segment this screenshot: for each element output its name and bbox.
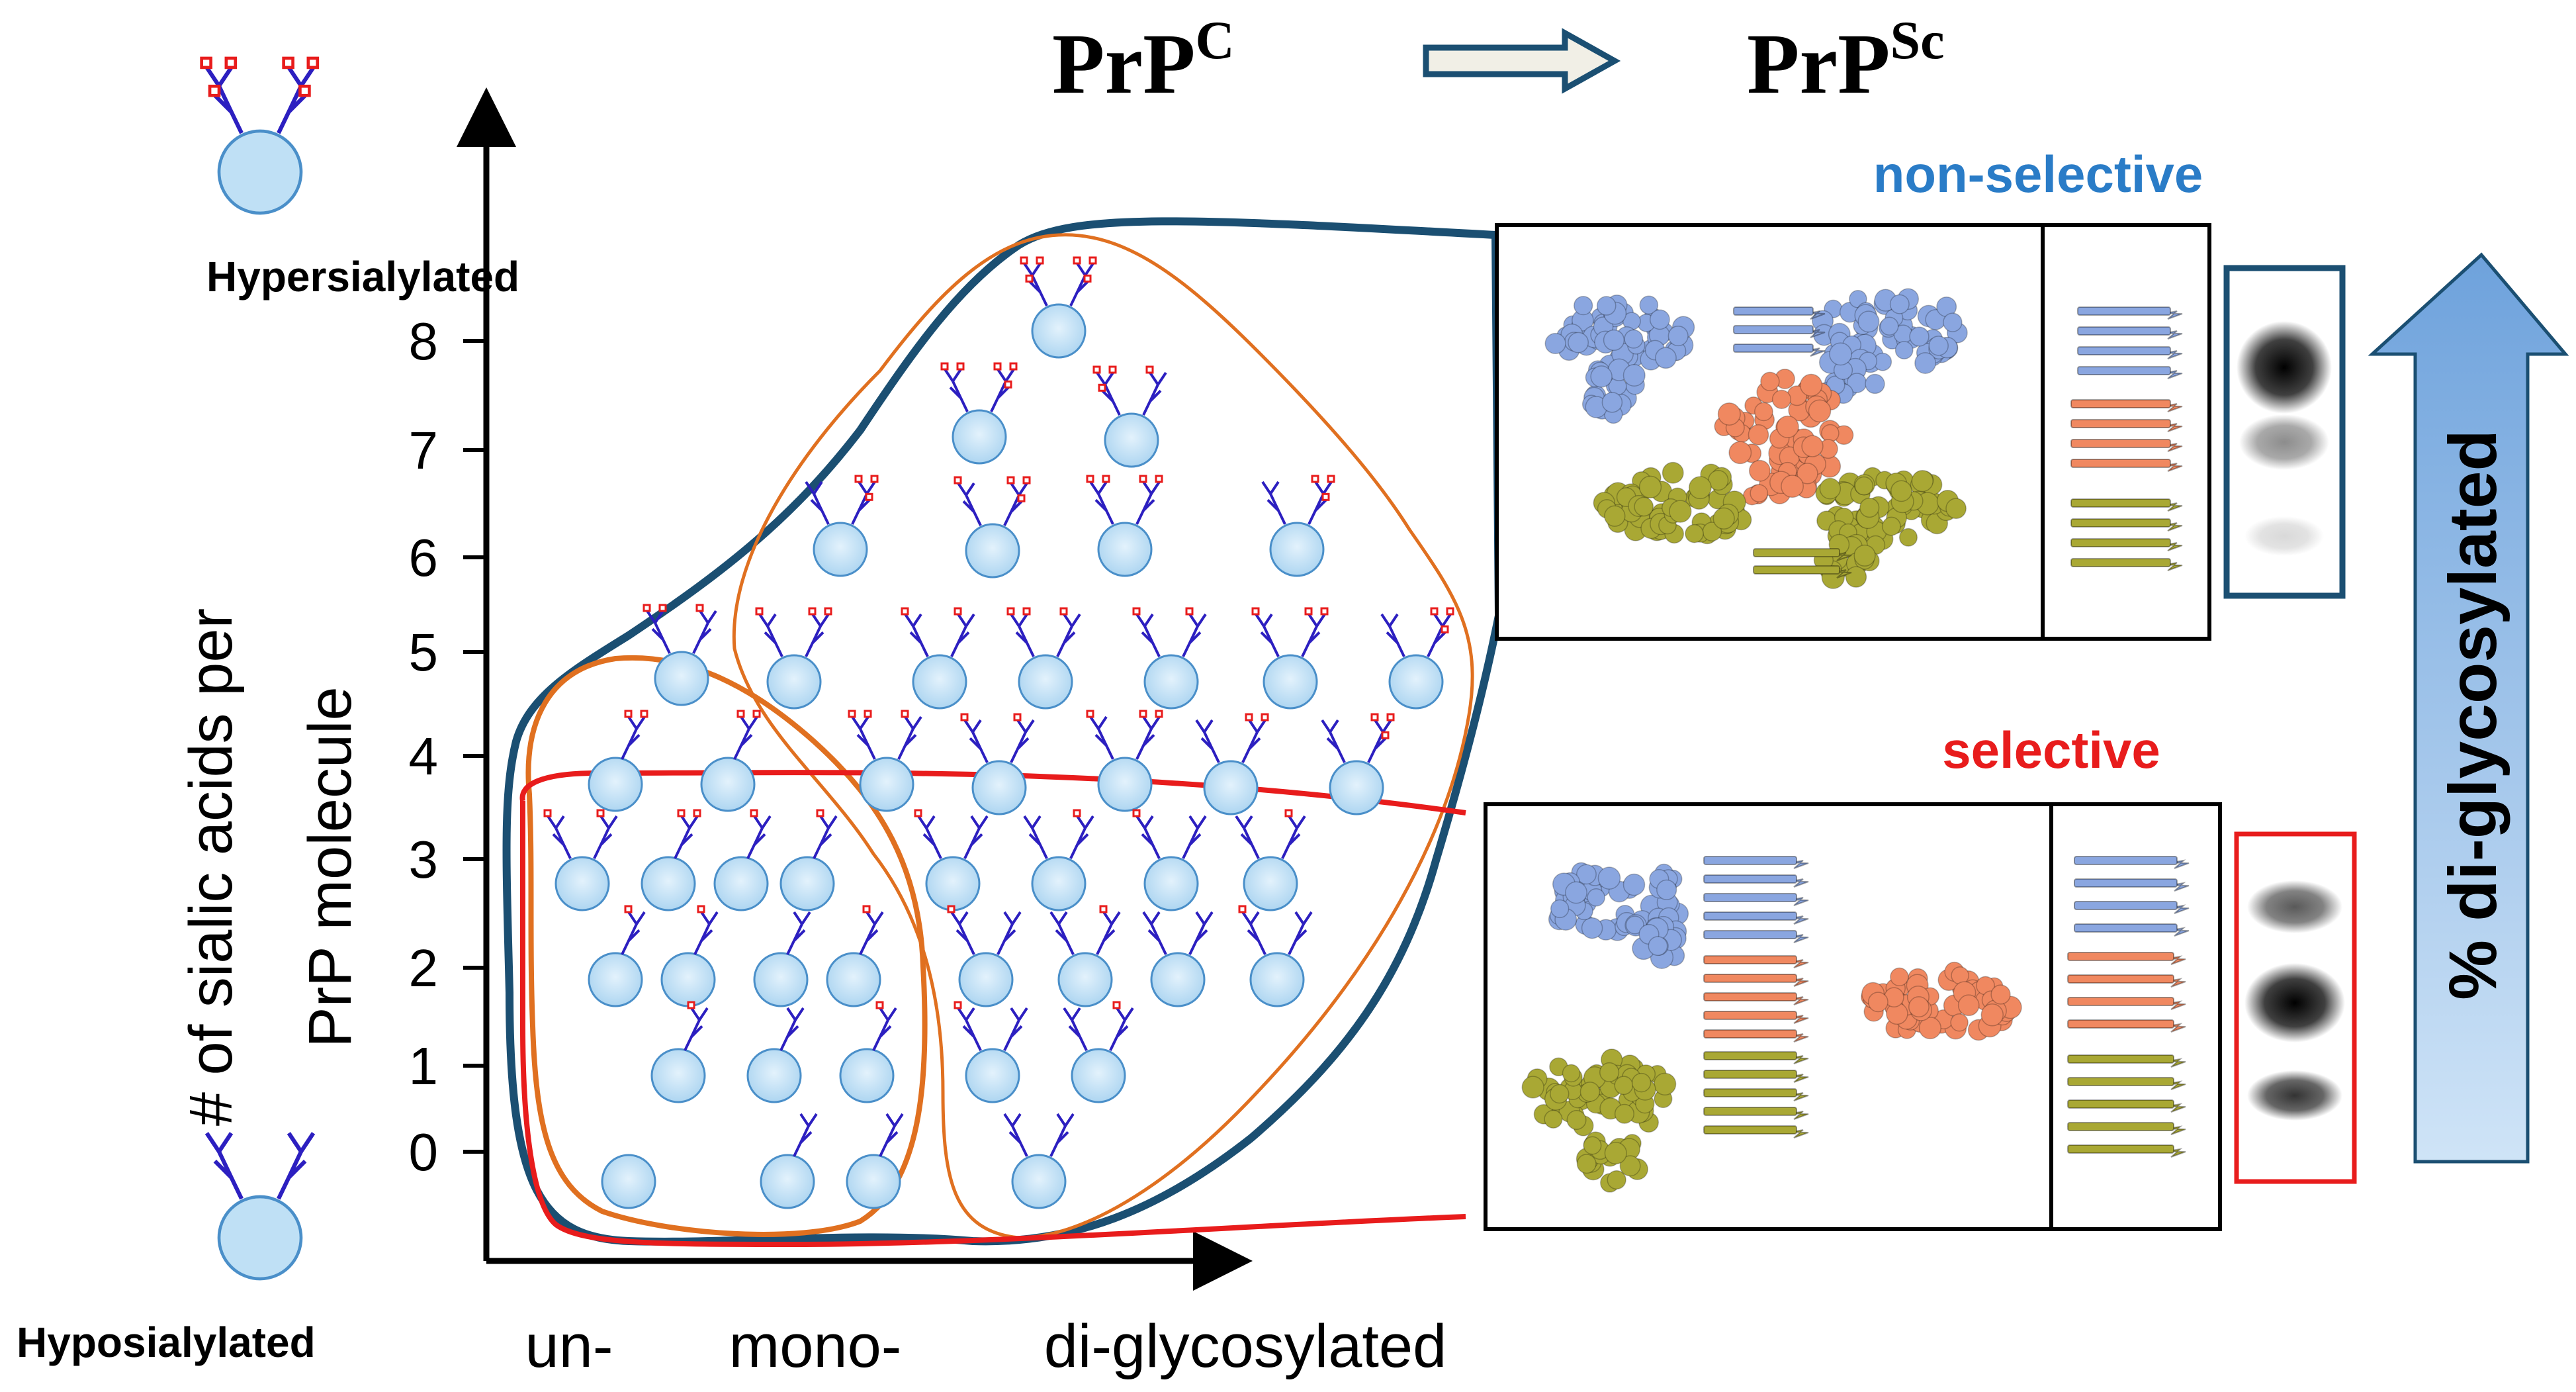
prp-molecule-icon <box>588 710 648 812</box>
blot-band-di-selective <box>2247 880 2342 933</box>
conversion-arrow-icon <box>1423 28 1621 94</box>
non-selective-strand-stack <box>2070 306 2183 571</box>
prp-molecule-icon <box>641 809 701 911</box>
selective-strand-stack <box>2067 856 2190 1158</box>
non-selective-label: non-selective <box>1873 145 2203 203</box>
x-category-mono: mono- <box>729 1313 902 1380</box>
prp-molecule-icon <box>940 362 1018 465</box>
x-category-un: un- <box>525 1313 613 1380</box>
blot-band-mono-selective <box>2244 963 2345 1043</box>
prp-molecule-icon <box>947 905 1022 1007</box>
prp-molecule-icon <box>846 1113 904 1209</box>
prp-molecule-icon <box>960 713 1035 815</box>
prp-molecule-icon <box>901 607 975 710</box>
navy-region-all-prpc <box>502 217 1503 1246</box>
title-prpc: PrPC <box>1052 10 1235 112</box>
prp-molecule-icon <box>1238 905 1313 1007</box>
y-axis-ticks: 8 7 6 5 4 3 2 1 0 <box>409 312 486 1182</box>
non-selective-protein-model <box>1544 288 1968 589</box>
prp-molecule-icon <box>954 476 1031 579</box>
hyposialylated-label: Hyposialylated <box>17 1319 316 1366</box>
y-tick-label: 0 <box>409 1123 439 1182</box>
di-glycosylated-arrow-label: % di-glycosylated <box>2435 430 2510 1000</box>
y-tick-label: 8 <box>409 312 439 371</box>
prp-molecule-icon <box>601 1154 656 1209</box>
molecule-grid <box>543 256 1454 1209</box>
prp-molecule-icon <box>1006 607 1081 710</box>
prp-molecule-icon <box>700 710 761 812</box>
selective-side-view-box <box>2049 802 2222 1231</box>
prp-molecule-icon <box>760 1113 818 1209</box>
red-region-selective <box>519 770 1466 1248</box>
prp-molecule-icon <box>805 475 879 577</box>
prp-molecule-icon <box>1251 607 1329 710</box>
prp-molecule-icon <box>1132 809 1207 911</box>
y-tick-label: 6 <box>409 528 439 587</box>
prp-molecule-icon <box>1380 607 1454 710</box>
prp-molecule-icon <box>1086 710 1163 812</box>
selective-panel <box>1484 802 2357 1231</box>
prp-molecule-icon <box>543 809 618 911</box>
title: PrPC PrPSc <box>1052 10 1945 112</box>
y-tick-label: 3 <box>409 830 439 889</box>
hyposialylated-molecule-icon <box>204 1132 316 1281</box>
x-category-di: di-glycosylated <box>1044 1313 1447 1380</box>
y-tick-label: 7 <box>409 421 439 480</box>
prp-molecule-icon <box>746 1007 805 1103</box>
prp-molecule-icon <box>660 905 719 1007</box>
selective-label: selective <box>1942 721 2160 779</box>
y-tick-label: 2 <box>409 939 439 998</box>
non-selective-side-view-box <box>2041 223 2211 641</box>
selective-protein-model <box>1521 856 2022 1193</box>
blot-band-un-selective <box>2247 1070 2342 1121</box>
prp-molecule-icon <box>1086 475 1163 577</box>
prp-molecule-icon <box>1049 905 1121 1007</box>
prp-molecule-icon <box>1003 1113 1075 1209</box>
prp-molecule-icon <box>914 809 989 911</box>
prp-molecule-icon <box>954 1001 1028 1103</box>
prp-molecule-icon <box>1235 809 1306 911</box>
prp-molecule-icon <box>1321 713 1395 815</box>
prp-molecule-icon <box>779 809 838 911</box>
title-prpsc: PrPSc <box>1747 10 1945 112</box>
blot-band-di <box>2237 321 2332 414</box>
y-axis-label-line1: # of sialic acids per <box>177 608 245 1126</box>
prp-molecule-icon <box>1063 1001 1134 1103</box>
blot-band-un <box>2244 516 2324 556</box>
y-tick-label: 5 <box>409 623 439 682</box>
prp-molecule-icon <box>1142 911 1214 1007</box>
prp-molecule-icon <box>588 905 646 1007</box>
prp-molecule-icon <box>1195 713 1269 815</box>
non-selective-panel <box>1495 223 2346 641</box>
non-selective-structure-box <box>1495 223 2045 641</box>
orange-region-mono-di <box>732 233 1474 1240</box>
prp-molecule-icon <box>1092 365 1167 468</box>
prp-molecule-icon <box>1132 607 1207 710</box>
prp-molecule-icon <box>1023 809 1094 911</box>
prp-molecule-icon <box>713 809 772 911</box>
prp-molecule-icon <box>1020 256 1097 359</box>
hypersialylated-label: Hypersialylated <box>206 253 519 301</box>
prp-molecule-icon <box>826 905 884 1007</box>
prp-molecule-icon <box>643 604 717 706</box>
hypersialylated-molecule-icon <box>200 56 320 215</box>
prp-molecule-icon <box>848 710 922 812</box>
prp-molecule-icon <box>753 911 811 1007</box>
blot-band-mono <box>2239 414 2329 470</box>
prp-molecule-icon <box>839 1001 897 1103</box>
prp-molecule-icon <box>650 1001 709 1103</box>
di-glycosylated-increase-arrow-icon <box>2368 252 2569 1164</box>
y-tick-label: 4 <box>409 727 439 786</box>
prp-molecule-icon <box>755 607 832 710</box>
prp-molecule-icon <box>1261 475 1335 577</box>
y-axis-label-line2: PrP molecule <box>296 686 364 1047</box>
y-tick-label: 1 <box>409 1037 439 1095</box>
